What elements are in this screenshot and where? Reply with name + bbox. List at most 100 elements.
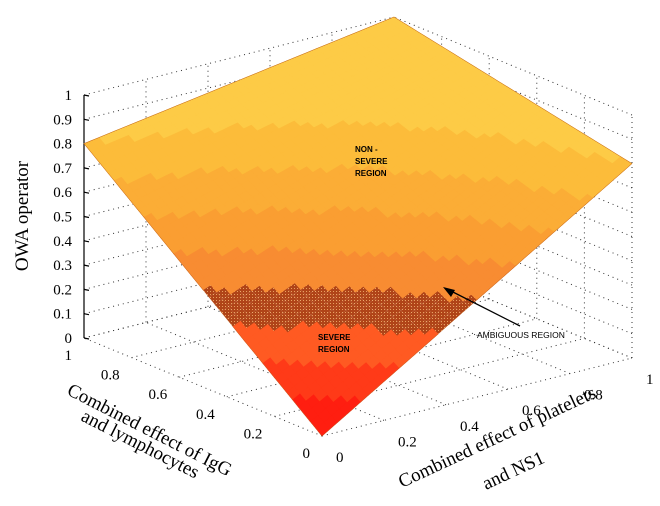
surface-patch [353,298,368,311]
surface-patch [435,296,450,309]
surface-patch [416,291,430,304]
surface-patch [367,298,382,311]
surface-patch [355,286,370,299]
surface-patch [334,291,348,304]
surface-patch [242,303,256,316]
surface-patch [304,302,319,315]
z-tick-label: 0.8 [53,137,72,153]
surface-patch [441,302,456,315]
x-tick-label: 1 [65,348,73,364]
y-axis-ticks: 0 0.2 0.4 0.6 0.8 1 [336,372,654,466]
x-axis-ticks: 0 0.2 0.4 0.6 0.8 1 [65,348,311,462]
z-tick-mark [83,215,90,219]
ambiguous-arrow [446,288,521,327]
severe-annotation: SEVERE REGION [318,333,351,354]
surface-patch [261,311,276,325]
surface-patch [379,310,393,324]
surface-patch [263,299,278,312]
surface-patch [214,299,229,312]
surface-patch [316,315,331,329]
non-severe-line1: NON - [355,145,378,154]
surface-patch [440,314,454,327]
surface-patch [398,316,413,330]
y-tick-label: 1 [646,372,654,388]
surface-patch [275,312,290,326]
surface-patch [377,323,392,336]
surface-patch [387,304,401,317]
surface-patch [371,317,386,330]
surface-patch [324,309,339,323]
surface-patch [422,297,436,310]
surface-patch [240,315,255,329]
z-tick-mark [83,288,90,291]
y-tick-label: 0.2 [398,434,417,450]
surface-patch [257,292,272,305]
ambiguous-arrow-head [443,287,455,297]
severe-line2: REGION [318,345,350,354]
surface-patch [289,314,304,327]
surface-patch [318,303,333,316]
surface-patch [357,316,372,330]
z-tick-label: 1 [65,88,73,104]
surface [83,16,633,437]
z-tick-mark [83,264,90,267]
surface-patch [382,286,397,299]
surface-patch [447,307,462,321]
surface-patch [312,296,327,310]
surface-patch [281,319,296,333]
surface-patch [269,306,284,319]
y-tick-label: 0.6 [522,403,541,419]
surface-patch [400,304,415,317]
surface-patch [412,316,427,329]
surface-patch [248,310,262,323]
surface-patch [373,304,388,317]
z-tick-label: 0.3 [53,258,72,274]
surface-patch [332,303,346,317]
surface-patch [306,290,321,303]
z-tick-mark [83,240,90,243]
z-tick-label: 0.5 [53,210,72,226]
z-tick-mark [83,167,90,170]
surface-patch [345,304,360,317]
y-axis-label-line2: and NS1 [479,448,548,495]
non-severe-annotation: NON - SEVERE REGION [355,145,388,178]
surface-patch [369,286,383,299]
surface-patch [393,310,407,323]
x-tick-label: 0.6 [148,387,167,403]
surface-patch [347,292,362,305]
surface-patch [361,292,376,305]
surface-patch [271,293,286,306]
z-tick-label: 0.6 [53,185,72,201]
surface-patch [406,310,421,323]
surface-patch [455,301,470,314]
surface-patch [429,290,444,303]
surface-patch [236,295,251,309]
surface-patch [228,301,243,314]
surface-patch [434,308,448,322]
surface-patch [408,297,423,311]
surface-patch [250,297,264,310]
surface-patch [298,296,313,309]
non-severe-line2: SEVERE [355,157,388,166]
surface-patch [256,304,270,318]
surface-patch [381,298,395,311]
z-tick-label: 0.7 [53,161,72,177]
surface-patch [420,309,435,322]
surface-patch [391,323,405,336]
surface-patch [292,289,307,302]
surface-patch [414,303,429,316]
surface-patch [222,294,237,307]
surface-patch [359,304,374,317]
surface-patch [344,316,358,330]
surface-patch [208,292,223,305]
x-tick-label: 0.8 [101,368,120,384]
surface-patch [234,308,249,321]
y-tick-label: 0.4 [460,419,479,435]
z-axis-label: OWA operator [12,160,33,271]
surface-patch [428,302,442,316]
surface-patch [267,318,282,332]
non-severe-line3: REGION [355,169,387,178]
x-tick-label: 0.2 [244,426,263,442]
surface-patch [388,292,403,305]
